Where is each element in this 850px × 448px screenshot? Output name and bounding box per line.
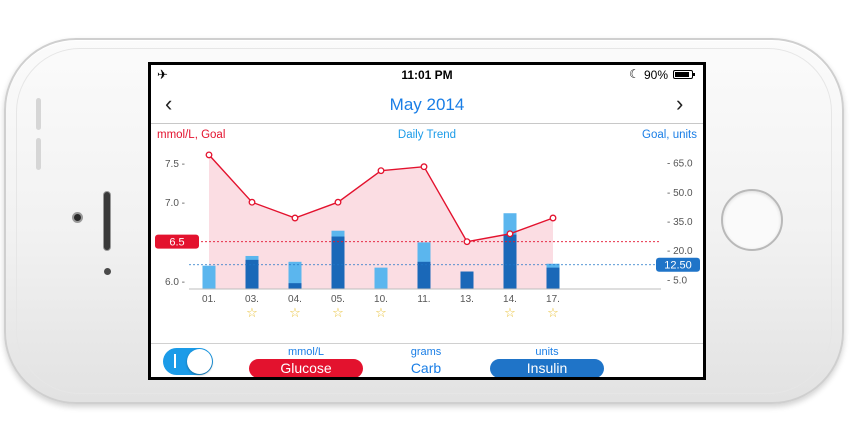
right-tick-label: - 20.0 (667, 246, 693, 257)
star-icon: ☆ (504, 306, 516, 321)
glucose-goal-label: 6.5 (169, 237, 184, 249)
chevron-left-icon[interactable]: ‹ (165, 91, 173, 116)
toggle-switch[interactable] (163, 348, 213, 375)
page-title: May 2014 (389, 95, 465, 114)
right-tick-label: - 35.0 (667, 217, 693, 228)
left-tick-label: 7.5 - (165, 159, 185, 170)
x-tick-label: 13. (460, 294, 474, 305)
battery-tip (693, 73, 695, 76)
carb-button[interactable]: Carb (410, 360, 442, 376)
glucose-point (377, 167, 385, 175)
status-bar: ✈ 11:01 PM ☾ 90% (151, 65, 703, 85)
insulin-button[interactable]: Insulin (490, 359, 604, 377)
daily-trend-chart: 7.5 -7.0 -6.5 -6.0 -- 65.0- 50.0- 35.0- … (155, 151, 700, 321)
left-tick-label: 7.0 - (165, 198, 185, 209)
volume-button-bottom (36, 138, 41, 170)
carb-bar (374, 267, 388, 289)
moon-icon: ☾ (629, 67, 640, 81)
screen: ✈ 11:01 PM ☾ 90% ‹ May 2014 › mmol/L, Go… (148, 62, 706, 380)
x-tick-label: 03. (245, 294, 259, 305)
glucose-point (420, 163, 428, 171)
proximity-sensor (104, 268, 111, 275)
glucose-point (248, 198, 256, 206)
front-camera (72, 212, 83, 223)
carb-unit: grams (410, 346, 442, 358)
x-tick-label: 01. (202, 294, 216, 305)
battery-icon (673, 70, 695, 79)
insulin-unit: units (535, 346, 559, 358)
x-tick-label: 17. (546, 294, 560, 305)
x-tick-label: 14. (503, 294, 517, 305)
glucose-area (209, 154, 553, 289)
glucose-point (506, 230, 514, 238)
insulin-bar (460, 271, 474, 289)
toggle-on-mark (174, 354, 176, 368)
app-display: ✈ 11:01 PM ☾ 90% ‹ May 2014 › mmol/L, Go… (151, 65, 703, 377)
right-tick-label: - 50.0 (667, 188, 693, 199)
insulin-bar (331, 236, 345, 289)
x-tick-label: 11. (417, 294, 430, 305)
glucose-goal-badge (155, 234, 199, 249)
star-icon: ☆ (375, 306, 387, 321)
insulin-goal-badge (656, 257, 700, 272)
right-tick-label: - 65.0 (667, 159, 693, 170)
x-tick-label: 05. (331, 294, 345, 305)
bottom-toolbar: mmol/L Glucose grams Carb units Insulin (151, 343, 703, 377)
star-icon: ☆ (289, 306, 301, 321)
glucose-point (334, 198, 342, 206)
insulin-bar (417, 261, 431, 289)
star-icon: ☆ (246, 306, 258, 321)
insulin-bar (503, 234, 517, 289)
glucose-unit: mmol/L (287, 346, 325, 358)
battery-fill (675, 72, 689, 77)
status-time: 11:01 PM (401, 68, 453, 82)
carb-bar (202, 265, 216, 289)
insulin-bar (546, 267, 560, 289)
insulin-goal-label: 12.50 (664, 260, 692, 272)
x-tick-label: 04. (288, 294, 302, 305)
glucose-point (291, 214, 299, 222)
glucose-point (463, 238, 471, 246)
chevron-right-icon[interactable]: › (676, 91, 684, 116)
battery-percent: 90% (644, 68, 669, 82)
right-tick-label: - 5.0 (667, 275, 687, 286)
x-tick-label: 10. (374, 294, 388, 305)
navigation-bar: ‹ May 2014 › (151, 85, 703, 124)
glucose-point (205, 151, 213, 159)
left-tick-label: 6.0 - (165, 277, 185, 288)
carb-bar (288, 261, 302, 289)
phone-bezel (16, 48, 832, 394)
glucose-point (549, 214, 557, 222)
toggle-knob (187, 349, 212, 374)
star-icon: ☆ (547, 306, 559, 321)
earpiece-speaker (103, 191, 111, 251)
star-icon: ☆ (332, 306, 344, 321)
volume-button-top (36, 98, 41, 130)
insulin-bar (288, 283, 302, 289)
glucose-button[interactable]: Glucose (249, 359, 363, 377)
home-button[interactable] (721, 189, 783, 251)
insulin-bar (245, 259, 259, 289)
left-axis-label: mmol/L, Goal (157, 129, 226, 141)
airplane-icon: ✈ (157, 67, 168, 82)
right-axis-label: Goal, units (642, 129, 697, 141)
chart-subtitle: Daily Trend (397, 129, 457, 141)
